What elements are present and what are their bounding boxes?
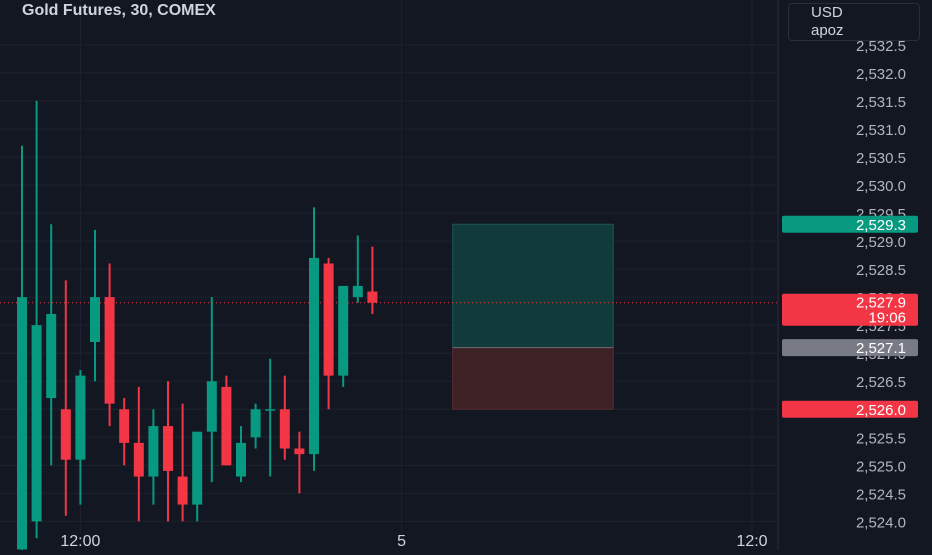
candle-body-up xyxy=(17,297,27,550)
y-tick-label: 2,524.5 xyxy=(856,486,906,503)
y-tick-label: 2,524.0 xyxy=(856,514,906,531)
candle-body-down xyxy=(60,409,71,460)
y-tick-label: 2,526.5 xyxy=(856,374,906,391)
candle-body-up xyxy=(46,313,57,399)
candle-body-up xyxy=(338,285,349,376)
y-tick-label: 2,531.0 xyxy=(856,122,906,139)
price-marker xyxy=(782,293,918,326)
x-tick-label: 5 xyxy=(397,533,406,550)
candle-body-up xyxy=(148,426,159,477)
candle-body-up xyxy=(31,325,42,522)
candle-body-down xyxy=(177,476,188,505)
price-marker-label: 2,527.1 xyxy=(856,340,906,357)
candle-body-down xyxy=(104,297,115,404)
candle-body-up xyxy=(90,297,100,342)
candle-body-down xyxy=(163,426,173,471)
currency-label: USD xyxy=(811,4,843,21)
candle-body-up xyxy=(250,409,261,438)
candle-body-up xyxy=(75,375,86,460)
price-marker-label: 2,529.3 xyxy=(856,217,906,234)
y-tick-label: 2,532.0 xyxy=(856,66,906,83)
candle-body-down xyxy=(367,291,378,303)
y-tick-label: 2,530.0 xyxy=(856,178,906,195)
x-tick-label: 12:0 xyxy=(736,533,767,550)
candle-body-down xyxy=(119,409,130,443)
candle-body-up xyxy=(265,409,276,411)
unit-label: apoz xyxy=(811,22,844,39)
symbol-title[interactable]: Gold Futures, 30, COMEX xyxy=(22,2,216,19)
y-tick-label: 2,525.5 xyxy=(856,430,906,447)
candle-body-down xyxy=(294,448,305,455)
profit-zone xyxy=(452,223,614,349)
price-axis xyxy=(778,0,932,550)
candle-body-down xyxy=(323,263,334,376)
y-tick-label: 2,529.0 xyxy=(856,234,906,251)
price-marker-label: 2,527.9 xyxy=(856,295,906,312)
y-tick-label: 2,531.5 xyxy=(856,94,906,111)
price-marker-countdown: 19:06 xyxy=(868,310,906,327)
currency-selector[interactable]: USD apoz xyxy=(788,3,920,41)
candle-body-up xyxy=(236,442,246,477)
candle-body-up xyxy=(206,381,217,432)
candle-body-down xyxy=(279,409,290,449)
price-marker xyxy=(782,400,918,418)
price-marker xyxy=(782,339,918,357)
candle-body-up xyxy=(309,257,319,455)
price-marker-label: 2,526.0 xyxy=(856,402,906,419)
candle-body-up xyxy=(192,431,203,505)
y-tick-label: 2,530.5 xyxy=(856,150,906,167)
y-tick-label: 2,528.5 xyxy=(856,262,906,279)
price-marker xyxy=(782,215,918,233)
loss-zone xyxy=(452,347,614,410)
y-tick-label: 2,532.5 xyxy=(856,38,906,55)
x-tick-label: 12:00 xyxy=(60,533,100,550)
candle-body-down xyxy=(133,442,144,477)
y-tick-label: 2,525.0 xyxy=(856,458,906,475)
candle-body-down xyxy=(221,386,232,466)
candle-body-up xyxy=(352,285,363,298)
